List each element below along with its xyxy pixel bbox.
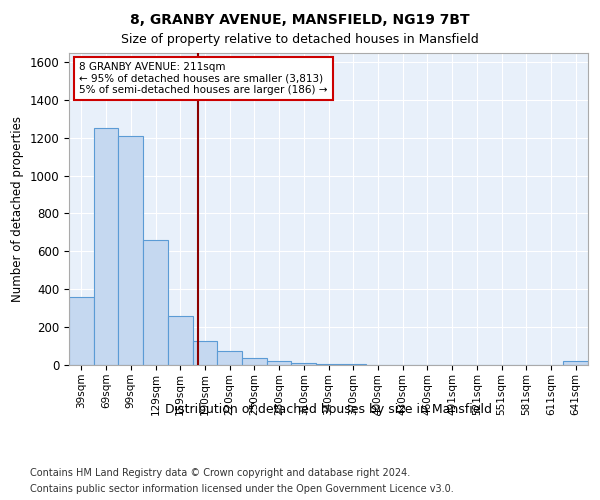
Text: Contains public sector information licensed under the Open Government Licence v3: Contains public sector information licen…	[30, 484, 454, 494]
Bar	[242, 358, 267, 365]
Text: 8, GRANBY AVENUE, MANSFIELD, NG19 7BT: 8, GRANBY AVENUE, MANSFIELD, NG19 7BT	[130, 12, 470, 26]
Bar	[94, 128, 118, 365]
Bar	[69, 297, 94, 365]
Bar	[341, 364, 365, 365]
Y-axis label: Number of detached properties: Number of detached properties	[11, 116, 24, 302]
Bar	[193, 342, 217, 365]
Bar	[316, 364, 341, 365]
Bar	[118, 136, 143, 365]
Bar	[217, 351, 242, 365]
Bar	[563, 361, 588, 365]
Bar	[168, 316, 193, 365]
Text: Size of property relative to detached houses in Mansfield: Size of property relative to detached ho…	[121, 32, 479, 46]
Bar	[292, 364, 316, 365]
Text: 8 GRANBY AVENUE: 211sqm
← 95% of detached houses are smaller (3,813)
5% of semi-: 8 GRANBY AVENUE: 211sqm ← 95% of detache…	[79, 62, 328, 95]
Bar	[143, 240, 168, 365]
Text: Distribution of detached houses by size in Mansfield: Distribution of detached houses by size …	[166, 402, 493, 415]
Text: Contains HM Land Registry data © Crown copyright and database right 2024.: Contains HM Land Registry data © Crown c…	[30, 468, 410, 477]
Bar	[267, 361, 292, 365]
